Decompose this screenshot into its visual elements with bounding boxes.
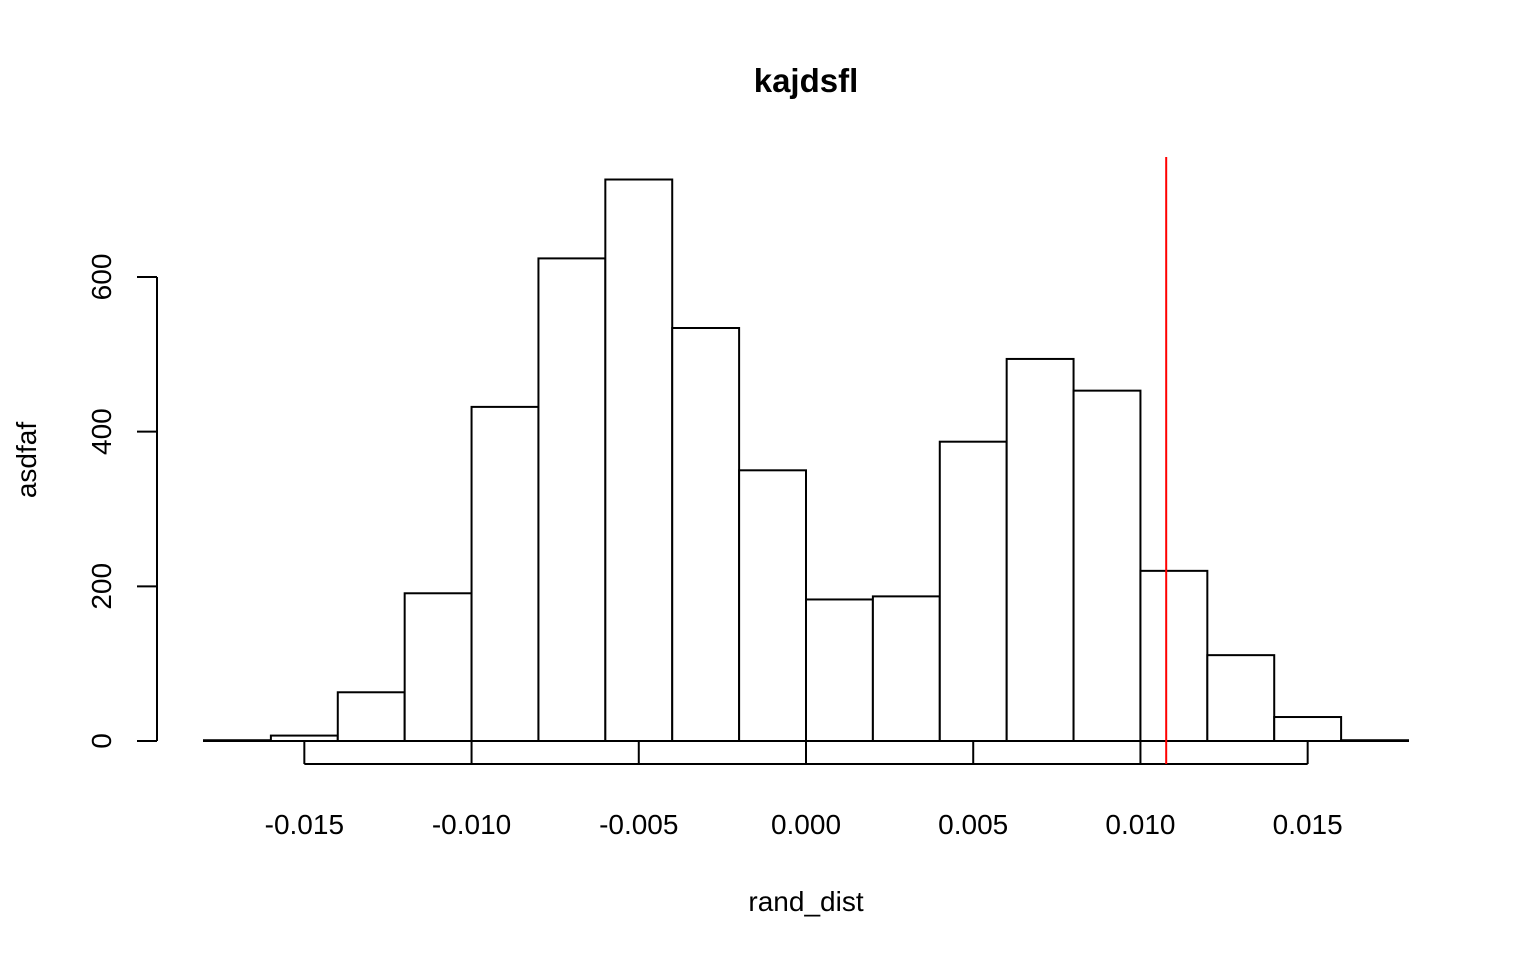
histogram-bars (203, 178, 1409, 743)
x-tick-label-3: 0.000 (771, 809, 841, 840)
histogram-bar-13 (1072, 389, 1142, 742)
histogram-bar-6 (604, 178, 674, 742)
chart-title: kajdsfl (754, 62, 859, 99)
histogram-bar-10 (871, 595, 941, 742)
histogram-bar-11 (938, 440, 1008, 742)
x-tick-label-5: 0.010 (1105, 809, 1175, 840)
histogram-bar-3 (403, 592, 473, 742)
y-axis: 0 200 400 600 (86, 254, 158, 749)
histogram-bar-4 (470, 405, 540, 742)
histogram-bar-14 (1139, 569, 1209, 742)
histogram-bar-1 (269, 734, 339, 742)
x-axis: -0.015 -0.010 -0.005 0.000 0.005 0.010 0.015 (265, 742, 1343, 840)
histogram-bar-8 (738, 469, 807, 742)
x-tick-label-6: 0.015 (1273, 809, 1343, 840)
histogram-bar-0 (203, 739, 272, 743)
histogram-bar-15 (1206, 654, 1276, 742)
x-tick-label-0: -0.015 (265, 809, 344, 840)
y-tick-label-1: 200 (86, 563, 117, 610)
histogram-bar-5 (537, 257, 607, 742)
histogram-bar-2 (336, 691, 406, 743)
histogram-bar-7 (671, 327, 741, 742)
histogram-bar-17 (1340, 739, 1409, 743)
histogram-bar-9 (805, 598, 874, 742)
x-tick-label-1: -0.010 (432, 809, 511, 840)
histogram-bar-16 (1273, 716, 1343, 742)
x-axis-label: rand_dist (748, 886, 863, 917)
y-tick-label-0: 0 (86, 733, 117, 749)
y-axis-label: asdfaf (11, 422, 42, 498)
y-tick-label-2: 400 (86, 408, 117, 455)
histogram-bar-12 (1005, 357, 1075, 742)
x-tick-label-4: 0.005 (938, 809, 1008, 840)
y-tick-label-3: 600 (86, 254, 117, 301)
x-tick-label-2: -0.005 (599, 809, 678, 840)
